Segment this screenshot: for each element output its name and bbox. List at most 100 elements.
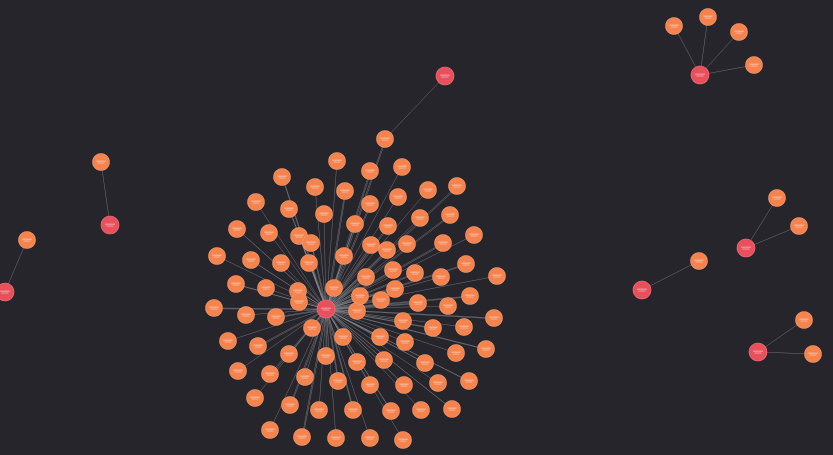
leaf-node-circle[interactable] — [409, 294, 427, 312]
leaf-node[interactable] — [804, 345, 822, 363]
leaf-node[interactable] — [393, 158, 411, 176]
leaf-node-circle[interactable] — [310, 401, 328, 419]
leaf-node-circle[interactable] — [229, 362, 247, 380]
leaf-node-circle[interactable] — [460, 372, 478, 390]
leaf-node[interactable] — [315, 205, 333, 223]
leaf-node[interactable] — [465, 226, 483, 244]
leaf-node-circle[interactable] — [257, 279, 275, 297]
leaf-node[interactable] — [477, 340, 495, 358]
leaf-node-circle[interactable] — [690, 252, 708, 270]
leaf-node[interactable] — [416, 354, 434, 372]
leaf-node[interactable] — [362, 236, 380, 254]
leaf-node-circle[interactable] — [412, 401, 430, 419]
leaf-node-circle[interactable] — [361, 376, 379, 394]
leaf-node-circle[interactable] — [730, 23, 748, 41]
hub-node[interactable] — [632, 280, 652, 300]
leaf-node[interactable] — [699, 8, 717, 26]
leaf-node[interactable] — [398, 235, 416, 253]
leaf-node-circle[interactable] — [280, 200, 298, 218]
leaf-node-circle[interactable] — [237, 306, 255, 324]
leaf-node-circle[interactable] — [379, 217, 397, 235]
leaf-node-circle[interactable] — [325, 279, 343, 297]
leaf-node-circle[interactable] — [485, 309, 503, 327]
leaf-node[interactable] — [361, 429, 379, 447]
leaf-node-circle[interactable] — [317, 347, 335, 365]
leaf-node-circle[interactable] — [394, 431, 412, 449]
leaf-node[interactable] — [92, 153, 110, 171]
hub-node[interactable] — [748, 342, 768, 362]
leaf-node-circle[interactable] — [336, 182, 354, 200]
leaf-node[interactable] — [441, 206, 459, 224]
leaf-node[interactable] — [371, 328, 389, 346]
leaf-node[interactable] — [348, 353, 366, 371]
leaf-node-circle[interactable] — [362, 236, 380, 254]
leaf-node[interactable] — [303, 319, 321, 337]
leaf-node-circle[interactable] — [273, 168, 291, 186]
leaf-node-circle[interactable] — [261, 365, 279, 383]
leaf-node-circle[interactable] — [386, 280, 404, 298]
leaf-node-circle[interactable] — [227, 275, 245, 293]
hub-node-circle[interactable] — [100, 215, 120, 235]
leaf-node[interactable] — [384, 261, 402, 279]
leaf-node-circle[interactable] — [267, 308, 285, 326]
leaf-node-circle[interactable] — [219, 332, 237, 350]
leaf-node-circle[interactable] — [280, 345, 298, 363]
leaf-node[interactable] — [361, 195, 379, 213]
leaf-node-circle[interactable] — [344, 401, 362, 419]
hub-node[interactable] — [100, 215, 120, 235]
leaf-node[interactable] — [300, 254, 318, 272]
leaf-node[interactable] — [306, 178, 324, 196]
hub-node-circle[interactable] — [632, 280, 652, 300]
leaf-node[interactable] — [690, 252, 708, 270]
leaf-node-circle[interactable] — [205, 299, 223, 317]
leaf-node[interactable] — [205, 299, 223, 317]
leaf-node[interactable] — [290, 293, 308, 311]
leaf-node[interactable] — [412, 401, 430, 419]
leaf-node[interactable] — [429, 374, 447, 392]
leaf-node[interactable] — [346, 215, 364, 233]
leaf-node-circle[interactable] — [378, 241, 396, 259]
leaf-node[interactable] — [372, 291, 390, 309]
leaf-node-circle[interactable] — [665, 17, 683, 35]
leaf-node-circle[interactable] — [361, 429, 379, 447]
leaf-node-circle[interactable] — [348, 353, 366, 371]
leaf-node-circle[interactable] — [329, 372, 347, 390]
leaf-node-circle[interactable] — [327, 429, 345, 447]
leaf-node-circle[interactable] — [249, 337, 267, 355]
leaf-node[interactable] — [409, 294, 427, 312]
leaf-node[interactable] — [18, 231, 36, 249]
leaf-node-circle[interactable] — [335, 247, 353, 265]
leaf-node-circle[interactable] — [394, 312, 412, 330]
leaf-node[interactable] — [261, 421, 279, 439]
leaf-node-circle[interactable] — [315, 205, 333, 223]
leaf-node-circle[interactable] — [790, 217, 808, 235]
leaf-node[interactable] — [357, 268, 375, 286]
leaf-node[interactable] — [411, 209, 429, 227]
leaf-node[interactable] — [395, 376, 413, 394]
leaf-node-circle[interactable] — [448, 177, 466, 195]
leaf-node[interactable] — [745, 56, 763, 74]
leaf-node-circle[interactable] — [389, 188, 407, 206]
leaf-node[interactable] — [394, 431, 412, 449]
leaf-node-circle[interactable] — [457, 255, 475, 273]
leaf-node[interactable] — [219, 332, 237, 350]
leaf-node[interactable] — [229, 362, 247, 380]
leaf-node[interactable] — [443, 400, 461, 418]
leaf-node[interactable] — [790, 217, 808, 235]
leaf-node[interactable] — [382, 402, 400, 420]
leaf-node[interactable] — [460, 372, 478, 390]
hub-node[interactable] — [435, 66, 455, 86]
leaf-node-circle[interactable] — [424, 319, 442, 337]
leaf-node-circle[interactable] — [272, 254, 290, 272]
leaf-node-circle[interactable] — [246, 389, 264, 407]
leaf-node[interactable] — [361, 376, 379, 394]
leaf-node[interactable] — [302, 234, 320, 252]
leaf-node-circle[interactable] — [346, 215, 364, 233]
leaf-node[interactable] — [310, 401, 328, 419]
leaf-node[interactable] — [439, 297, 457, 315]
hub-node[interactable] — [0, 282, 15, 302]
leaf-node-circle[interactable] — [699, 8, 717, 26]
leaf-node-circle[interactable] — [439, 297, 457, 315]
leaf-node-circle[interactable] — [348, 302, 366, 320]
leaf-node[interactable] — [351, 287, 369, 305]
